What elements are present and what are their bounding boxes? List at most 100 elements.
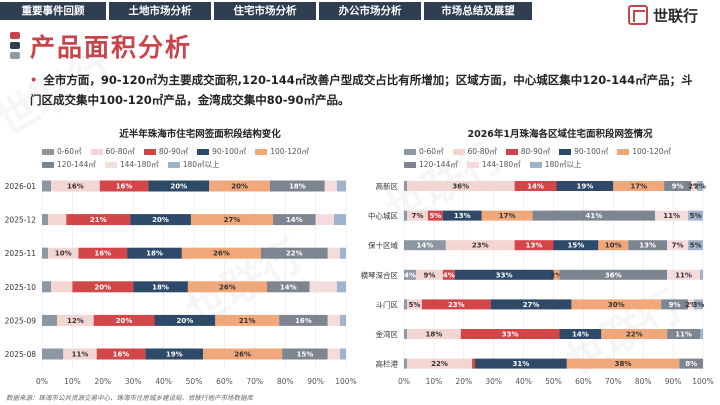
- bar-segment: [613, 181, 665, 191]
- legend-swatch: [42, 148, 54, 155]
- category-label: 金湾区: [376, 329, 399, 339]
- data-label: 17%: [499, 212, 516, 220]
- legend-swatch: [42, 161, 54, 168]
- legend-label: 100-120㎡: [270, 147, 310, 156]
- bar-segment: [270, 180, 325, 192]
- bar-segment: [454, 269, 554, 280]
- bar-segment: [63, 348, 97, 360]
- data-source: 数据来源：珠海市公共资源交易中心、珠海市住房城乡建设局、世联行地产市场数据库: [6, 394, 253, 402]
- tab-residential-market[interactable]: 住宅市场分析: [214, 2, 316, 20]
- bar-segment: [664, 181, 692, 191]
- bar-segment: [93, 314, 155, 326]
- bar-segment: [490, 299, 572, 310]
- data-label: 9%: [423, 271, 435, 279]
- data-label: 11%: [72, 351, 89, 359]
- data-label: 11%: [663, 212, 680, 220]
- bar-segment: [133, 281, 188, 293]
- x-tick-label: 10%: [426, 377, 443, 386]
- bar-segment: [336, 180, 346, 192]
- bar-segment: [442, 269, 455, 280]
- data-label: 13%: [526, 242, 543, 250]
- category-label: 横琴深合区: [361, 270, 399, 280]
- bar-segment: [42, 314, 58, 326]
- data-label: 22%: [286, 250, 303, 258]
- data-label: 5%: [690, 212, 702, 220]
- tab-events-review[interactable]: 重要事件回顾: [0, 2, 106, 20]
- bar-segment: [42, 247, 49, 259]
- bar-segment: [315, 214, 334, 226]
- data-label: 13%: [639, 242, 656, 250]
- data-label: 33%: [502, 331, 519, 339]
- x-tick-label: 0%: [398, 377, 410, 386]
- legend-label: 144-180㎡: [481, 160, 521, 169]
- data-label: 19%: [577, 183, 594, 191]
- data-label: 20%: [176, 317, 193, 325]
- legend-item: 60-80㎡: [452, 145, 497, 158]
- legend-swatch: [104, 161, 117, 168]
- data-label: 13%: [454, 212, 471, 220]
- bar-segment: [51, 180, 100, 192]
- bar-segment: [691, 181, 698, 191]
- data-label: 14%: [417, 242, 434, 250]
- bar-segment: [72, 281, 134, 293]
- legend-swatch: [529, 161, 542, 168]
- legend-item: 80-90㎡: [505, 145, 550, 158]
- tab-land-market[interactable]: 土地市场分析: [109, 2, 211, 20]
- bar-segment: [661, 299, 689, 310]
- marker-bar-red: [10, 32, 20, 39]
- bar-segment: [260, 247, 328, 259]
- legend-item: 180㎡以上: [167, 158, 220, 171]
- data-label: 31%: [513, 360, 530, 368]
- data-label: 5%: [429, 212, 441, 220]
- bar-segment: [333, 214, 346, 226]
- data-label: 26%: [219, 283, 236, 291]
- data-label: 36%: [452, 183, 469, 191]
- data-label: 36%: [605, 271, 622, 279]
- data-label: 23%: [472, 242, 489, 250]
- data-label: 41%: [585, 212, 602, 220]
- bar-segment: [553, 269, 560, 280]
- bar-segment: [145, 348, 204, 360]
- title-marker-icon: [10, 32, 20, 60]
- bar-segment: [404, 299, 407, 310]
- data-label: 15%: [568, 242, 585, 250]
- bar-segment: [700, 269, 703, 280]
- legend-label: 60-80㎡: [105, 147, 135, 156]
- legend-label: 120-144㎡: [57, 160, 96, 169]
- bar-segment: [127, 247, 182, 259]
- bar-segment: [42, 281, 52, 293]
- bar-segment: [187, 281, 267, 293]
- bar-segment: [472, 358, 476, 369]
- data-label: 20%: [231, 183, 248, 191]
- bar-segment: [404, 358, 407, 369]
- legend-label: 90-100㎡: [574, 147, 609, 156]
- bar-segment: [154, 314, 216, 326]
- bar-segment: [406, 329, 461, 339]
- data-label: 20%: [94, 283, 111, 291]
- legend-swatch: [197, 148, 210, 155]
- bar-segment: [279, 314, 328, 326]
- bar-segment: [442, 210, 482, 221]
- bar-segment: [339, 314, 346, 326]
- legend-swatch: [617, 148, 630, 155]
- x-tick-label: 70%: [246, 377, 263, 386]
- data-label: 21%: [90, 216, 107, 224]
- bar-segment: [404, 240, 446, 251]
- bar-segment: [700, 329, 703, 339]
- bar-segment: [42, 180, 52, 192]
- logo-mark-icon: [628, 5, 648, 25]
- data-label: 18%: [152, 283, 169, 291]
- data-label: 38%: [615, 360, 632, 368]
- bar-segment: [282, 348, 328, 360]
- bar-segment: [99, 180, 149, 192]
- legend-item: 120-144㎡: [42, 158, 96, 171]
- data-label: 11%: [675, 331, 692, 339]
- bar-segment: [130, 214, 191, 226]
- bar-segment: [406, 210, 428, 221]
- bar-segment: [475, 358, 567, 369]
- tab-market-summary[interactable]: 市场总结及展望: [424, 2, 532, 20]
- x-tick-label: 60%: [216, 377, 233, 386]
- bar-segment: [48, 214, 67, 226]
- tab-office-market[interactable]: 办公市场分析: [319, 2, 421, 20]
- data-label: 14%: [527, 183, 544, 191]
